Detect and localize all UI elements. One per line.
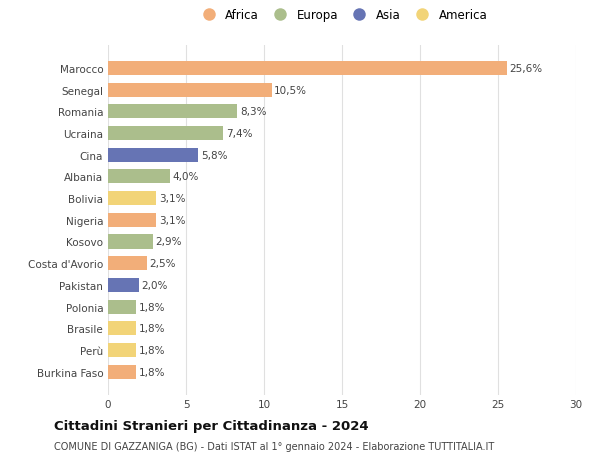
Bar [108,84,272,97]
Text: COMUNE DI GAZZANIGA (BG) - Dati ISTAT al 1° gennaio 2024 - Elaborazione TUTTITAL: COMUNE DI GAZZANIGA (BG) - Dati ISTAT al… [54,441,494,451]
Bar [108,62,508,76]
Bar [108,170,170,184]
Text: 2,9%: 2,9% [155,237,182,247]
Bar [108,300,136,314]
Text: 5,8%: 5,8% [201,151,227,160]
Bar [108,127,223,141]
Bar [108,235,153,249]
Bar [108,192,157,206]
Bar [108,148,199,162]
Text: 25,6%: 25,6% [510,64,543,74]
Text: 1,8%: 1,8% [139,302,165,312]
Bar [108,213,157,227]
Text: 2,0%: 2,0% [142,280,168,290]
Text: 10,5%: 10,5% [274,85,307,95]
Bar [108,105,238,119]
Bar [108,278,139,292]
Text: 1,8%: 1,8% [139,324,165,334]
Bar [108,257,147,271]
Bar [108,365,136,379]
Bar [108,343,136,357]
Text: 8,3%: 8,3% [240,107,266,117]
Text: 7,4%: 7,4% [226,129,252,139]
Text: 2,5%: 2,5% [149,258,176,269]
Text: 4,0%: 4,0% [173,172,199,182]
Text: 3,1%: 3,1% [158,194,185,204]
Legend: Africa, Europa, Asia, America: Africa, Europa, Asia, America [194,6,490,24]
Bar [108,321,136,336]
Text: 1,8%: 1,8% [139,345,165,355]
Text: 3,1%: 3,1% [158,215,185,225]
Text: Cittadini Stranieri per Cittadinanza - 2024: Cittadini Stranieri per Cittadinanza - 2… [54,419,368,432]
Text: 1,8%: 1,8% [139,367,165,377]
